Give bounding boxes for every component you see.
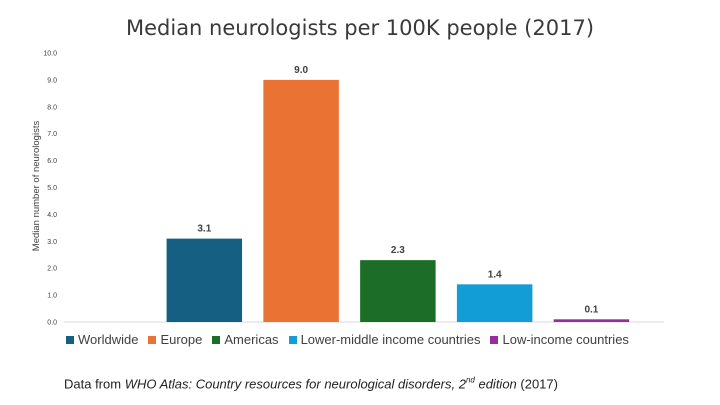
- y-axis-label: Median number of neurologists: [31, 121, 42, 252]
- source-title-end: edition: [474, 376, 517, 392]
- legend-swatch: [66, 335, 74, 344]
- legend-label: Europe: [160, 332, 203, 347]
- legend-item: Europe: [148, 332, 202, 347]
- legend-swatch: [148, 335, 157, 344]
- bar: [263, 79, 339, 323]
- y-tick-label: 4.0: [47, 212, 57, 219]
- bar: [360, 260, 436, 322]
- bar: [456, 284, 533, 322]
- legend-swatch: [490, 335, 499, 344]
- source-note: Data from WHO Atlas: Country resources f…: [64, 376, 558, 391]
- y-tick-label: 7.0: [47, 131, 57, 138]
- y-tick-label: 9.0: [47, 77, 57, 84]
- legend-swatch: [288, 335, 297, 344]
- legend-swatch: [212, 335, 221, 344]
- bar-value-label: 3.1: [197, 224, 211, 235]
- legend-item: Americas: [212, 332, 279, 347]
- legend-label: Americas: [224, 332, 279, 347]
- bar-value-label: 0.1: [584, 304, 598, 315]
- legend-item: Lower-middle income countries: [288, 332, 481, 347]
- y-tick-label: 3.0: [47, 239, 57, 246]
- y-tick-label: 6.0: [47, 158, 57, 165]
- source-suffix: (2017): [516, 376, 558, 392]
- y-tick-label: 8.0: [47, 104, 57, 111]
- source-title: WHO Atlas: Country resources for neurolo…: [124, 376, 466, 392]
- y-tick-label: 2.0: [47, 266, 57, 273]
- legend-label: Low-income countries: [502, 332, 629, 347]
- y-tick-label: 5.0: [47, 185, 57, 192]
- bar: [553, 319, 630, 322]
- legend-label: Lower-middle income countries: [300, 332, 481, 347]
- legend-label: Worldwide: [78, 332, 139, 347]
- chart-title: Median neurologists per 100K people (201…: [125, 16, 595, 40]
- source-superscript: nd: [465, 376, 475, 385]
- bar-value-label: 1.4: [488, 269, 502, 280]
- bar-value-label: 2.3: [391, 245, 405, 256]
- y-tick-label: 1.0: [47, 293, 57, 300]
- bar-value-label: 9.0: [294, 65, 308, 76]
- y-tick-label: 0.0: [47, 320, 57, 327]
- legend-item: Low-income countries: [490, 332, 629, 347]
- bar: [166, 238, 243, 322]
- source-prefix: Data from: [64, 376, 125, 392]
- legend: Worldwide Europe Americas Lower-middle inco…: [66, 332, 629, 347]
- y-tick-label: 10.0: [43, 51, 57, 58]
- legend-item: Worldwide: [66, 332, 138, 347]
